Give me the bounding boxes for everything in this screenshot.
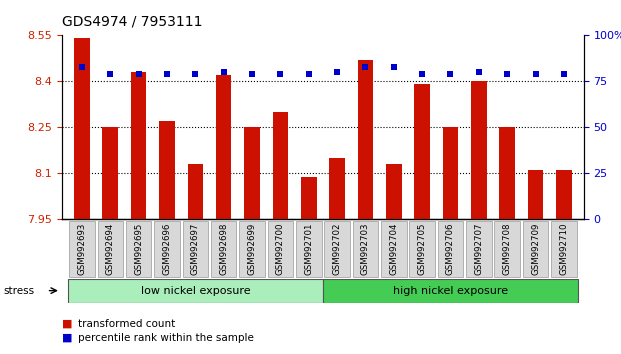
Point xyxy=(162,71,172,77)
FancyBboxPatch shape xyxy=(268,221,293,277)
Text: GDS4974 / 7953111: GDS4974 / 7953111 xyxy=(62,14,202,28)
FancyBboxPatch shape xyxy=(409,221,435,277)
Bar xyxy=(188,164,203,219)
FancyBboxPatch shape xyxy=(126,221,152,277)
Point xyxy=(247,71,257,77)
Text: GSM992702: GSM992702 xyxy=(333,222,342,275)
FancyBboxPatch shape xyxy=(466,221,492,277)
Text: transformed count: transformed count xyxy=(78,319,175,329)
Bar xyxy=(273,112,288,219)
Text: GSM992695: GSM992695 xyxy=(134,222,143,275)
FancyBboxPatch shape xyxy=(97,221,123,277)
Text: GSM992701: GSM992701 xyxy=(304,222,313,275)
Point xyxy=(77,64,87,69)
Point xyxy=(106,71,116,77)
Point xyxy=(219,69,229,75)
FancyBboxPatch shape xyxy=(353,221,378,277)
FancyBboxPatch shape xyxy=(438,221,463,277)
Text: GSM992704: GSM992704 xyxy=(389,222,398,275)
Text: GSM992694: GSM992694 xyxy=(106,222,115,275)
Point xyxy=(191,71,201,77)
Text: GSM992710: GSM992710 xyxy=(560,222,568,275)
Text: GSM992696: GSM992696 xyxy=(163,222,171,275)
FancyBboxPatch shape xyxy=(381,221,407,277)
Text: GSM992698: GSM992698 xyxy=(219,222,228,275)
Text: GSM992707: GSM992707 xyxy=(474,222,483,275)
Point xyxy=(502,71,512,77)
Bar xyxy=(386,164,402,219)
FancyBboxPatch shape xyxy=(154,221,179,277)
Text: ■: ■ xyxy=(62,333,73,343)
Bar xyxy=(471,81,487,219)
Bar xyxy=(159,121,175,219)
Bar xyxy=(216,75,232,219)
Text: low nickel exposure: low nickel exposure xyxy=(140,286,250,296)
Point xyxy=(417,71,427,77)
Point xyxy=(276,71,286,77)
Bar xyxy=(74,39,90,219)
Bar xyxy=(556,170,572,219)
Point xyxy=(360,64,370,69)
Bar xyxy=(131,72,147,219)
Bar xyxy=(244,127,260,219)
Text: GSM992700: GSM992700 xyxy=(276,222,285,275)
Bar xyxy=(528,170,543,219)
Text: stress: stress xyxy=(3,286,34,296)
Text: GSM992708: GSM992708 xyxy=(502,222,512,275)
Bar xyxy=(102,127,118,219)
FancyBboxPatch shape xyxy=(296,221,322,277)
Bar xyxy=(499,127,515,219)
Point xyxy=(530,71,540,77)
Point xyxy=(445,71,455,77)
FancyBboxPatch shape xyxy=(551,221,577,277)
FancyBboxPatch shape xyxy=(494,221,520,277)
Point xyxy=(134,71,143,77)
Text: high nickel exposure: high nickel exposure xyxy=(393,286,508,296)
Text: GSM992693: GSM992693 xyxy=(78,222,86,275)
FancyBboxPatch shape xyxy=(69,221,95,277)
Point xyxy=(559,71,569,77)
Bar xyxy=(329,158,345,219)
FancyBboxPatch shape xyxy=(68,279,323,303)
FancyBboxPatch shape xyxy=(324,221,350,277)
FancyBboxPatch shape xyxy=(323,279,578,303)
FancyBboxPatch shape xyxy=(239,221,265,277)
Text: GSM992699: GSM992699 xyxy=(248,222,256,275)
Text: GSM992706: GSM992706 xyxy=(446,222,455,275)
Text: GSM992709: GSM992709 xyxy=(531,222,540,275)
FancyBboxPatch shape xyxy=(211,221,237,277)
Bar xyxy=(443,127,458,219)
Text: ■: ■ xyxy=(62,319,73,329)
Point xyxy=(332,69,342,75)
Text: GSM992705: GSM992705 xyxy=(418,222,427,275)
Point xyxy=(389,64,399,69)
Point xyxy=(474,69,484,75)
Point xyxy=(304,71,314,77)
Text: percentile rank within the sample: percentile rank within the sample xyxy=(78,333,253,343)
Text: GSM992697: GSM992697 xyxy=(191,222,200,275)
Bar xyxy=(358,60,373,219)
Text: GSM992703: GSM992703 xyxy=(361,222,370,275)
FancyBboxPatch shape xyxy=(183,221,208,277)
Bar xyxy=(414,85,430,219)
FancyBboxPatch shape xyxy=(523,221,548,277)
Bar xyxy=(301,177,317,219)
